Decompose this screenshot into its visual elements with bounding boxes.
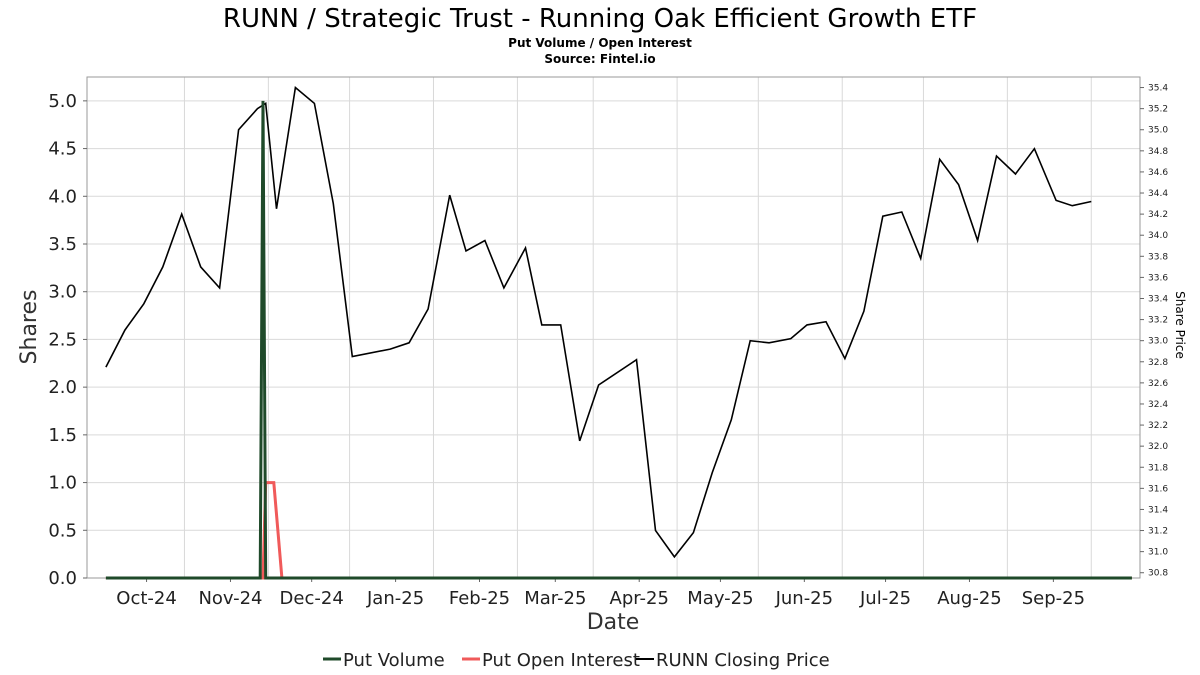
y2-tick-label-17: 34.2 <box>1148 210 1168 220</box>
chart-subtitle-line-2: Source: Fintel.io <box>544 52 655 66</box>
y-axis-left-ticks: 0.0 0.5 1.0 1.5 2.0 2.5 3.0 3.5 4.0 4.5 5.0 <box>48 91 87 589</box>
legend-label-put-volume: Put Volume <box>343 650 445 671</box>
y-axis-right-ticks: 30.8 31.0 31.2 31.4 31.6 31.8 32.0 32.2 32.4 32.6… <box>1140 84 1168 579</box>
x-axis-ticks: Oct-24 Nov-24 Dec-24 Jan-25 Feb-25 Mar-25 Apr-… <box>116 578 1085 609</box>
y2-tick-label-0: 30.8 <box>1148 569 1168 579</box>
x-tick-label-0: Oct-24 <box>116 588 177 609</box>
y2-tick-label-10: 32.8 <box>1148 358 1168 368</box>
y-tick-label-7: 3.5 <box>48 234 77 255</box>
series-lines <box>105 85 1132 580</box>
x-tick-label-11: Sep-25 <box>1022 588 1085 609</box>
y2-tick-label-4: 31.6 <box>1148 484 1168 494</box>
x-tick-label-1: Nov-24 <box>198 588 262 609</box>
y-tick-label-0: 0.0 <box>48 568 77 589</box>
y-tick-label-6: 3.0 <box>48 282 77 303</box>
x-tick-label-2: Dec-24 <box>280 588 344 609</box>
y2-tick-label-1: 31.0 <box>1148 548 1168 558</box>
y2-tick-label-11: 33.0 <box>1148 337 1168 347</box>
x-tick-label-4: Feb-25 <box>449 588 510 609</box>
y2-tick-label-16: 34.0 <box>1148 231 1168 241</box>
y2-tick-label-2: 31.2 <box>1148 527 1168 537</box>
y-tick-label-5: 2.5 <box>48 329 77 350</box>
y2-tick-label-12: 33.2 <box>1148 316 1168 326</box>
y2-tick-label-23: 35.4 <box>1148 84 1168 94</box>
y2-tick-label-9: 32.6 <box>1148 379 1168 389</box>
y2-tick-label-14: 33.6 <box>1148 273 1168 283</box>
x-tick-label-10: Aug-25 <box>937 588 1002 609</box>
x-tick-label-8: Jun-25 <box>775 588 834 609</box>
x-tick-label-6: Apr-25 <box>610 588 669 609</box>
y-tick-label-8: 4.0 <box>48 186 77 207</box>
y2-tick-label-15: 33.8 <box>1148 252 1168 262</box>
y2-tick-label-13: 33.4 <box>1148 294 1168 304</box>
y2-tick-label-3: 31.4 <box>1148 505 1168 515</box>
y2-tick-label-18: 34.4 <box>1148 189 1168 199</box>
chart-title: RUNN / Strategic Trust - Running Oak Eff… <box>223 4 977 34</box>
y2-tick-label-5: 31.8 <box>1148 463 1168 473</box>
chart-legend: Put Volume Put Open Interest RUNN Closin… <box>323 650 830 671</box>
y2-axis-label: Share Price <box>1173 291 1187 359</box>
y2-tick-label-22: 35.2 <box>1148 105 1168 115</box>
x-axis-label: Date <box>587 610 640 635</box>
x-tick-label-7: May-25 <box>687 588 753 609</box>
y2-tick-label-20: 34.8 <box>1148 147 1168 157</box>
y2-tick-label-19: 34.6 <box>1148 168 1168 178</box>
legend-label-put-open-interest: Put Open Interest <box>482 650 640 671</box>
y2-tick-label-6: 32.0 <box>1148 442 1168 452</box>
y-tick-label-1: 0.5 <box>48 520 77 541</box>
y-axis-label: Shares <box>17 290 42 365</box>
y2-tick-label-21: 35.0 <box>1148 126 1168 136</box>
series-line-put-volume <box>105 100 1132 580</box>
y2-tick-label-8: 32.4 <box>1148 400 1168 410</box>
y-tick-label-3: 1.5 <box>48 425 77 446</box>
legend-label-runn-closing-price: RUNN Closing Price <box>656 650 830 671</box>
y-tick-label-4: 2.0 <box>48 377 77 398</box>
y-tick-label-10: 5.0 <box>48 91 77 112</box>
y2-tick-label-7: 32.2 <box>1148 421 1168 431</box>
chart-subtitle-line-1: Put Volume / Open Interest <box>508 36 692 50</box>
x-tick-label-5: Mar-25 <box>524 588 586 609</box>
x-tick-label-9: Jul-25 <box>859 588 911 609</box>
x-tick-label-3: Jan-25 <box>366 588 424 609</box>
y-tick-label-2: 1.0 <box>48 473 77 494</box>
y-tick-label-9: 4.5 <box>48 139 77 160</box>
